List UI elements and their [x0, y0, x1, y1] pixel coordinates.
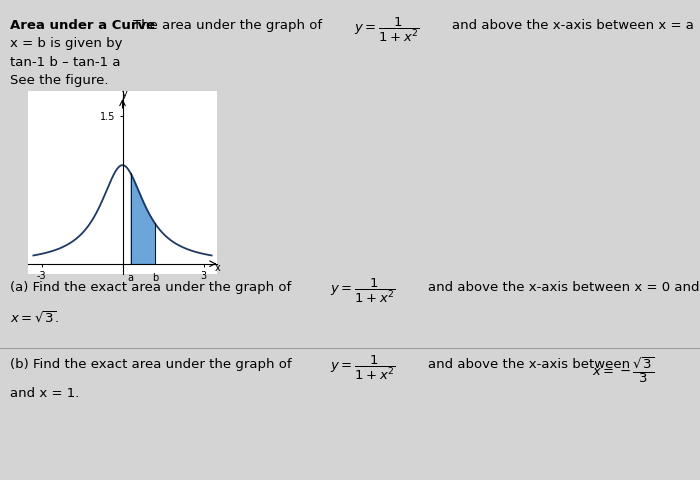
- Text: x: x: [215, 263, 220, 273]
- Text: Area under a Curve: Area under a Curve: [10, 19, 155, 32]
- Text: The area under the graph of: The area under the graph of: [133, 19, 322, 32]
- Text: $y = \dfrac{1}{1+x^2}$: $y = \dfrac{1}{1+x^2}$: [330, 277, 396, 305]
- Text: and x = 1.: and x = 1.: [10, 387, 80, 400]
- Text: x = b is given by: x = b is given by: [10, 37, 123, 50]
- Text: $y = \dfrac{1}{1+x^2}$: $y = \dfrac{1}{1+x^2}$: [354, 15, 419, 44]
- Text: y: y: [122, 89, 127, 99]
- Text: tan-1 b – tan-1 a: tan-1 b – tan-1 a: [10, 56, 121, 69]
- Text: b: b: [152, 273, 158, 283]
- Text: $x = -\dfrac{\sqrt{3}}{3}$: $x = -\dfrac{\sqrt{3}}{3}$: [592, 355, 654, 384]
- Text: See the figure.: See the figure.: [10, 74, 109, 87]
- Text: $y = \dfrac{1}{1+x^2}$: $y = \dfrac{1}{1+x^2}$: [330, 354, 396, 382]
- Text: (b) Find the exact area under the graph of: (b) Find the exact area under the graph …: [10, 358, 292, 371]
- Text: and above the x-axis between x = a: and above the x-axis between x = a: [452, 19, 694, 32]
- Text: $x = \sqrt{3}.$: $x = \sqrt{3}.$: [10, 311, 60, 326]
- Text: and above the x-axis between: and above the x-axis between: [428, 358, 631, 371]
- Text: a: a: [127, 273, 134, 283]
- Text: and above the x-axis between x = 0 and: and above the x-axis between x = 0 and: [428, 281, 700, 294]
- Text: (a) Find the exact area under the graph of: (a) Find the exact area under the graph …: [10, 281, 292, 294]
